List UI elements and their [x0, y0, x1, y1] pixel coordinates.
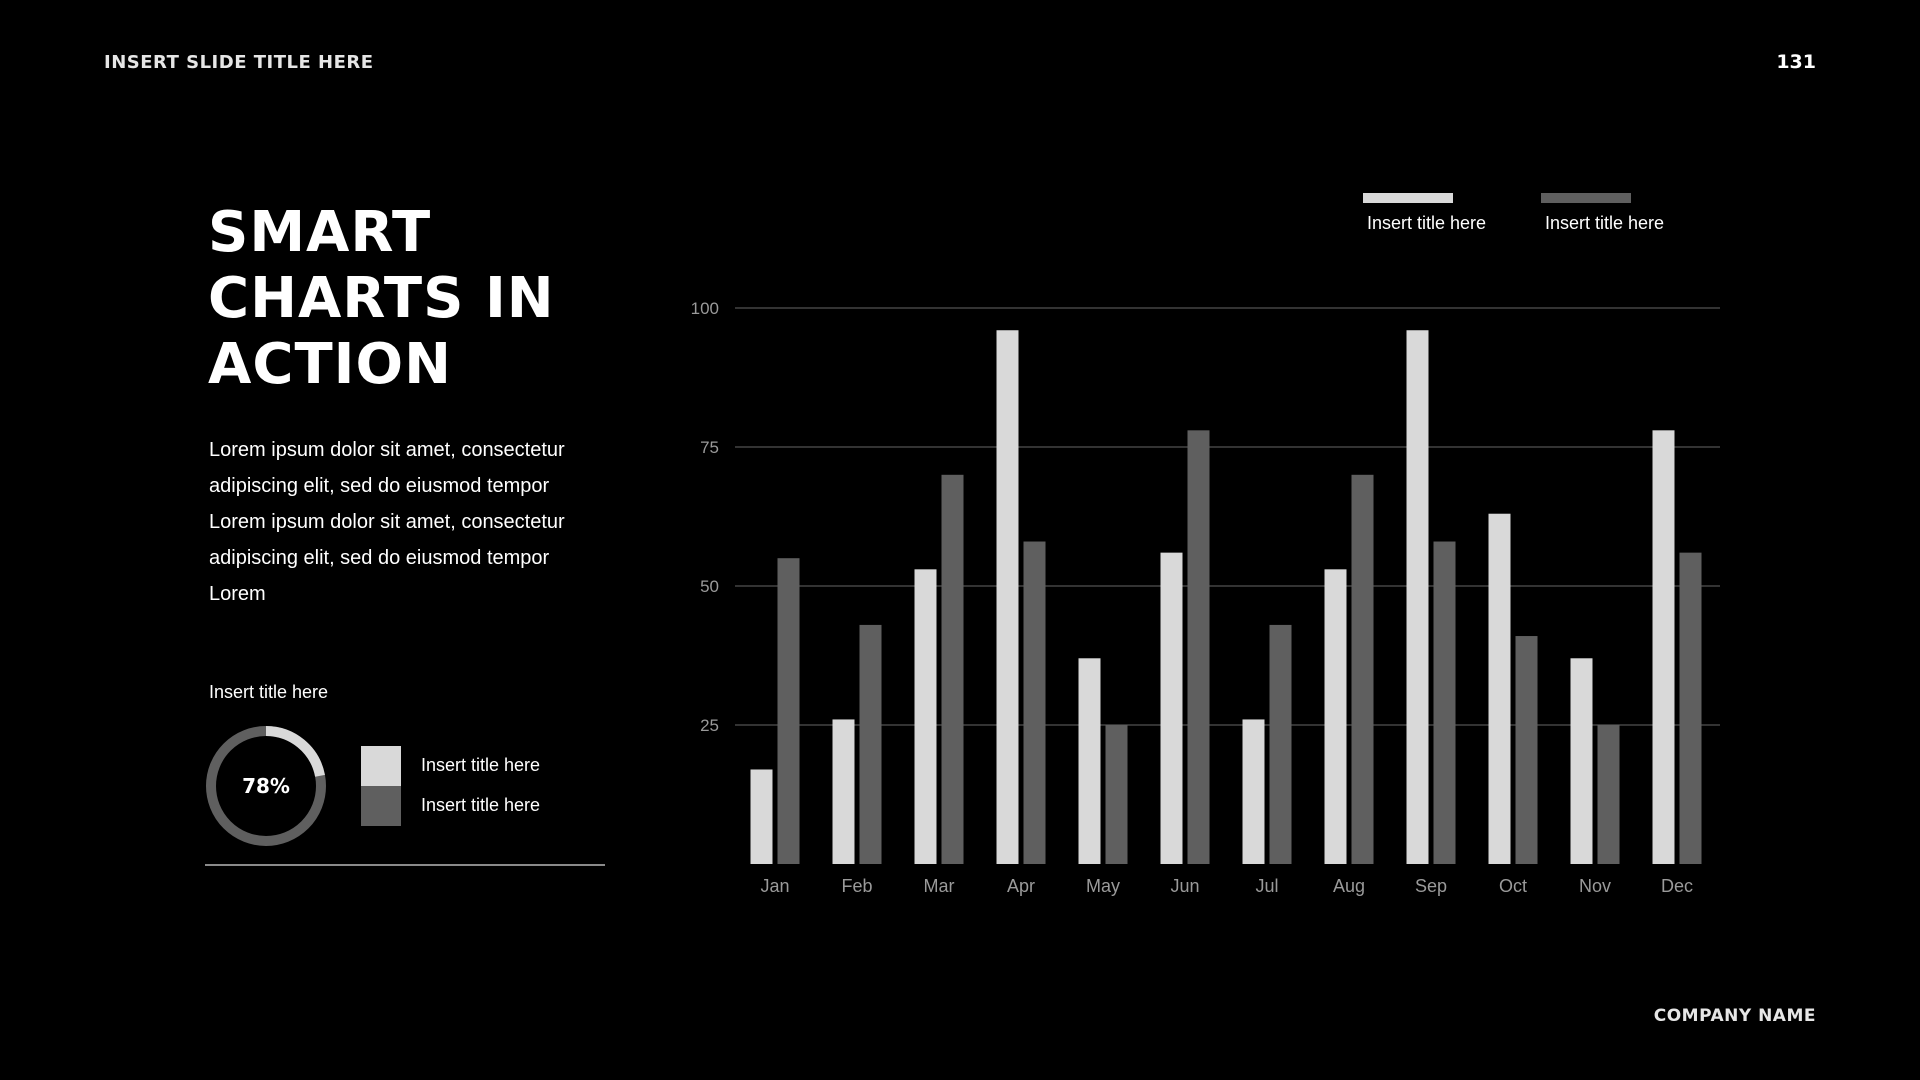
x-tick-label: Jun	[1170, 876, 1199, 896]
headline-line: ACTION	[208, 332, 452, 397]
company-name: COMPANY NAME	[1653, 1006, 1816, 1026]
bar-jul-series-1	[1242, 719, 1265, 864]
kpi-divider	[205, 864, 605, 866]
x-tick-label: Sep	[1415, 876, 1447, 896]
x-tick-label: Nov	[1579, 876, 1611, 896]
bar-chart: 25 50 75 100 Jan Feb Mar Apr May Jun Jul Aug Sep Oct N…	[691, 299, 1720, 896]
donut-value-label: 78%	[242, 774, 290, 798]
legend-swatch	[1363, 193, 1453, 203]
bar-feb-series-2	[859, 624, 882, 864]
bar-dec-series-1	[1652, 430, 1675, 864]
bar-nov-series-1	[1570, 658, 1593, 864]
bar-jul-series-2	[1269, 624, 1292, 864]
bar-jan-series-1	[750, 769, 773, 864]
headline-line: SMART	[208, 200, 432, 265]
headline: SMART CHARTS IN ACTION	[208, 200, 555, 398]
bar-apr-series-2	[1023, 541, 1046, 864]
y-tick-label: 100	[691, 299, 719, 318]
x-tick-label: May	[1086, 876, 1120, 896]
bar-nov-series-2	[1597, 725, 1620, 864]
page-number: 131	[1776, 51, 1816, 73]
y-tick-label: 25	[700, 716, 719, 735]
bar-aug-series-1	[1324, 569, 1347, 864]
bar-oct-series-1	[1488, 513, 1511, 864]
x-tick-label: Jul	[1255, 876, 1278, 896]
bar-jan-series-2	[777, 558, 800, 864]
slide-title: INSERT SLIDE TITLE HERE	[104, 52, 374, 73]
bar-sep-series-1	[1406, 330, 1429, 864]
bar-may-series-1	[1078, 658, 1101, 864]
legend-label: Insert title here	[1545, 213, 1665, 233]
x-tick-label: Jan	[760, 876, 789, 896]
x-tick-label: Apr	[1007, 876, 1035, 896]
kpi-legend-label: Insert title here	[421, 795, 541, 815]
kpi-legend-swatch	[361, 786, 401, 826]
bar-jun-series-2	[1187, 430, 1210, 864]
x-tick-label: Dec	[1661, 876, 1693, 896]
bar-aug-series-2	[1351, 474, 1374, 864]
bar-sep-series-2	[1433, 541, 1456, 864]
bar-mar-series-1	[914, 569, 937, 864]
body-text: Lorem ipsum dolor sit amet, consectetur …	[209, 439, 565, 605]
headline-line: CHARTS IN	[208, 266, 555, 331]
bar-mar-series-2	[941, 474, 964, 864]
donut-arc	[206, 726, 326, 846]
bar-feb-series-1	[832, 719, 855, 864]
x-tick-label: Mar	[924, 876, 955, 896]
bar-dec-series-2	[1679, 552, 1702, 864]
x-tick-label: Aug	[1333, 876, 1365, 896]
bar-may-series-2	[1105, 725, 1128, 864]
x-tick-label: Feb	[841, 876, 872, 896]
donut-chart: 78%	[206, 726, 326, 846]
bar-jun-series-1	[1160, 552, 1183, 864]
legend-label: Insert title here	[1367, 213, 1487, 233]
y-tick-label: 50	[700, 577, 719, 596]
bar-apr-series-1	[996, 330, 1019, 864]
legend-swatch	[1541, 193, 1631, 203]
bar-oct-series-2	[1515, 636, 1538, 864]
x-tick-label: Oct	[1499, 876, 1527, 896]
kpi-legend-label: Insert title here	[421, 755, 541, 775]
kpi-legend-swatch	[361, 746, 401, 786]
kpi-title: Insert title here	[209, 682, 329, 702]
y-tick-label: 75	[700, 438, 719, 457]
